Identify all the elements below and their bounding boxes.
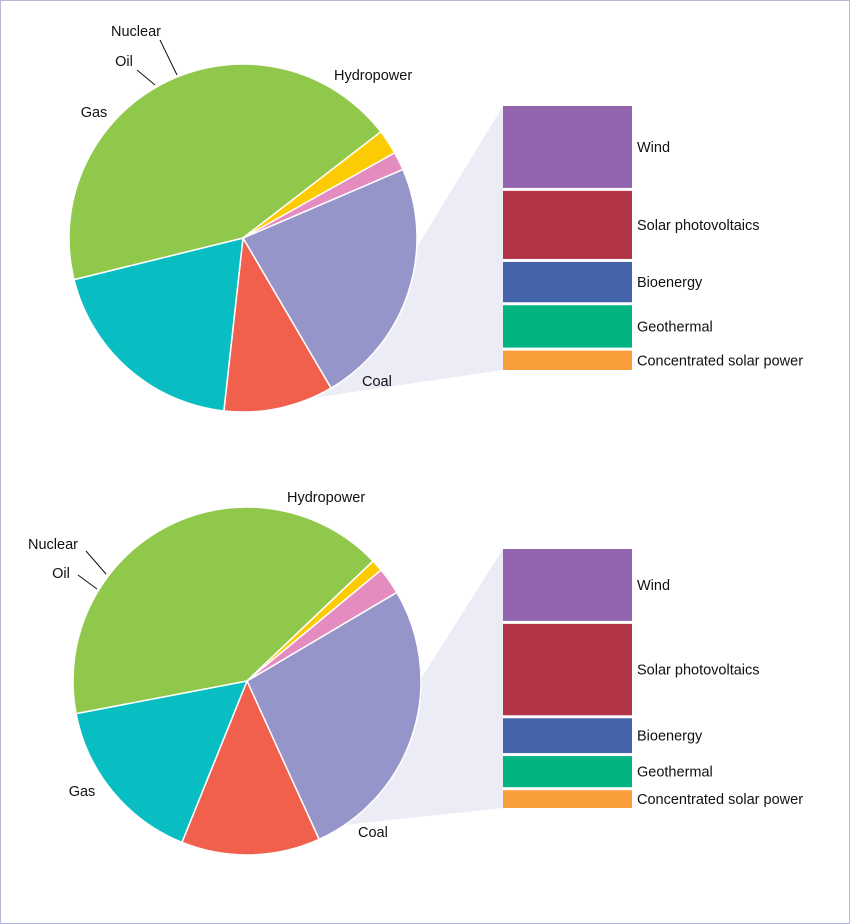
breakdown-label-wind: Wind bbox=[637, 578, 670, 594]
pie-slice-hydropower bbox=[246, 591, 422, 841]
breakdown-bar-bioenergy bbox=[503, 261, 632, 303]
breakdown-bar-concentrated-solar-power bbox=[503, 350, 632, 370]
pie-slice-nuclear bbox=[246, 569, 398, 682]
pie-slice-renewables bbox=[223, 237, 332, 413]
breakdown-bar-geothermal bbox=[503, 305, 632, 348]
leader-line-nuclear bbox=[85, 550, 107, 575]
breakdown-bar-bioenergy bbox=[503, 718, 632, 754]
bottom-chart: Hydropower Coal Gas Oil Nuclear Wind Solar pho… bbox=[28, 490, 803, 856]
breakdown-bar-wind bbox=[503, 549, 632, 621]
breakdown-bar-solar-photovoltaics bbox=[503, 190, 632, 259]
pie-slice-hydropower bbox=[242, 168, 418, 389]
leader-line-oil bbox=[77, 574, 98, 590]
pie-slice-coal bbox=[75, 680, 248, 844]
slice-label-nuclear: Nuclear bbox=[111, 24, 161, 40]
slice-label-oil: Oil bbox=[115, 54, 133, 70]
breakdown-bar-wind bbox=[503, 106, 632, 188]
breakdown-bar-geothermal bbox=[503, 756, 632, 788]
breakdown-label-concentrated-solar-power: Concentrated solar power bbox=[637, 792, 803, 808]
slice-label-coal: Coal bbox=[358, 825, 388, 841]
breakdown-label-concentrated-solar-power: Concentrated solar power bbox=[637, 353, 803, 369]
breakdown-label-solar-photovoltaics: Solar photovoltaics bbox=[637, 663, 760, 679]
breakdown-label-bioenergy: Bioenergy bbox=[637, 729, 703, 745]
pie-slice-nuclear bbox=[242, 152, 404, 239]
pie-slice-gas bbox=[68, 63, 382, 281]
zoom-connector bbox=[223, 106, 503, 411]
slice-label-hydropower: Hydropower bbox=[334, 68, 412, 84]
slice-label-oil: Oil bbox=[52, 566, 70, 582]
slice-label-nuclear: Nuclear bbox=[28, 537, 78, 553]
pie-slice-coal bbox=[73, 237, 244, 412]
top-chart: Hydropower Coal Gas Oil Nuclear Wind Solar pho… bbox=[68, 24, 803, 413]
slice-label-hydropower: Hydropower bbox=[287, 490, 365, 506]
breakdown-bar-solar-photovoltaics bbox=[503, 623, 632, 716]
breakdown-label-geothermal: Geothermal bbox=[637, 765, 713, 781]
leader-line-nuclear bbox=[159, 39, 178, 76]
pie-slice-gas bbox=[72, 506, 374, 715]
slice-label-coal: Coal bbox=[362, 374, 392, 390]
pie-slice-renewables bbox=[181, 680, 320, 856]
zoom-connector bbox=[181, 549, 503, 843]
slice-label-gas: Gas bbox=[69, 784, 96, 800]
leader-line-oil bbox=[136, 69, 156, 86]
breakdown-label-bioenergy: Bioenergy bbox=[637, 275, 703, 291]
breakdown-label-geothermal: Geothermal bbox=[637, 319, 713, 335]
breakdown-bar-concentrated-solar-power bbox=[503, 790, 632, 808]
breakdown-label-wind: Wind bbox=[637, 140, 670, 156]
breakdown-label-solar-photovoltaics: Solar photovoltaics bbox=[637, 218, 760, 234]
slice-label-gas: Gas bbox=[81, 105, 108, 121]
